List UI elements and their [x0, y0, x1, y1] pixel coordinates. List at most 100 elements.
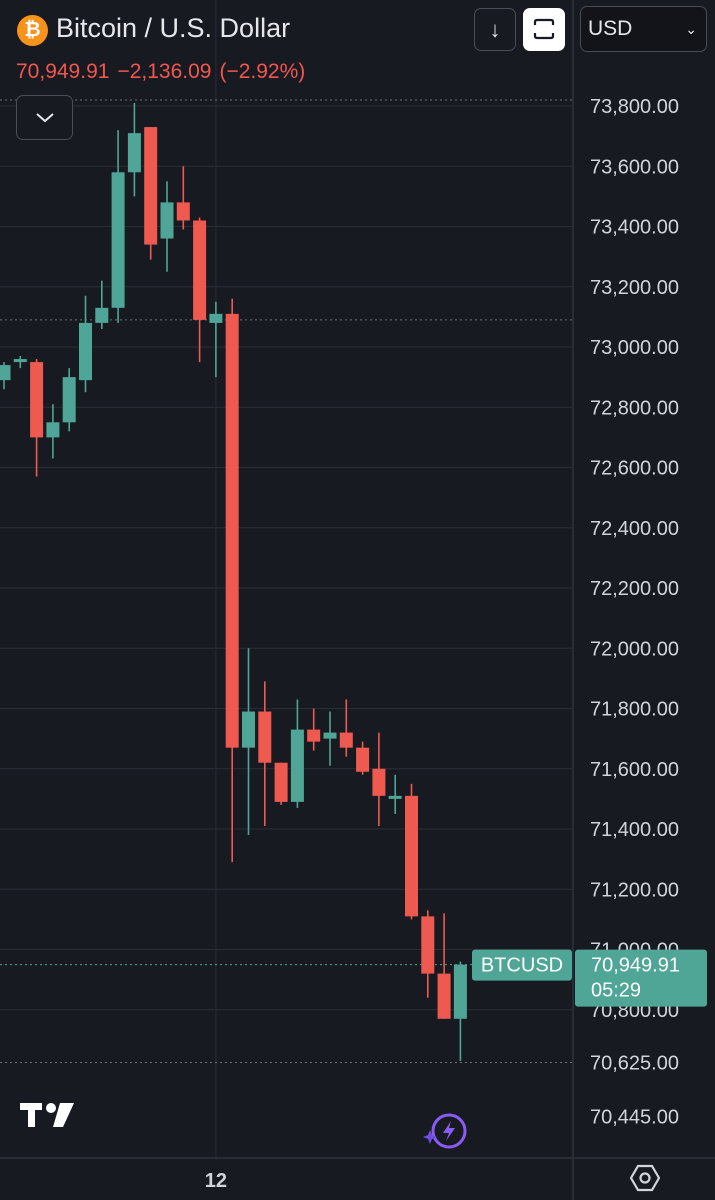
candle: [46, 404, 60, 459]
candle: [30, 359, 44, 477]
candle-body: [13, 359, 27, 363]
symbol-title[interactable]: Bitcoin / U.S. Dollar: [56, 13, 291, 43]
y-tick-label: 73,400.00: [590, 217, 679, 239]
price-tag: [575, 949, 707, 1007]
candle-body: [193, 220, 207, 320]
candle-body: [62, 377, 76, 423]
candle: [388, 774, 402, 814]
candle: [225, 298, 239, 863]
candle: [176, 166, 190, 230]
download-button[interactable]: ↓: [474, 8, 516, 51]
candle-body: [127, 133, 141, 173]
y-tick-label: 73,800.00: [590, 96, 679, 118]
dotted-level-lines: [0, 99, 572, 1063]
candle-body: [111, 172, 125, 308]
candle-body: [453, 964, 467, 1019]
y-tick-label: 70,625.00: [590, 1052, 679, 1074]
fullscreen-icon: [533, 18, 555, 40]
y-tick-label: 72,600.00: [590, 458, 679, 480]
x-tick-label: 12: [205, 1170, 227, 1192]
candle: [209, 301, 223, 378]
y-tick-label: 72,800.00: [590, 397, 679, 419]
candle-body: [388, 795, 402, 799]
chevron-down-icon: [36, 113, 54, 123]
y-tick-label: 72,400.00: [590, 518, 679, 540]
candle-body: [30, 362, 44, 438]
quote-line: 70,949.91 −2,136.09 (−2.92%): [16, 60, 313, 84]
chart-header: ₿ Bitcoin / U.S. Dollar 70,949.91 −2,136.…: [0, 0, 572, 96]
candle: [160, 181, 174, 272]
y-tick-label: 71,600.00: [590, 759, 679, 781]
price-tag-value: 70,949.91: [591, 955, 680, 977]
y-tick-label: 71,400.00: [590, 819, 679, 841]
candle-body: [160, 202, 174, 239]
price-change-percent: (−2.92%): [219, 60, 306, 83]
candle: [323, 711, 337, 766]
y-tick-label: 72,200.00: [590, 578, 679, 600]
candle: [144, 127, 158, 260]
candle: [193, 217, 207, 363]
chevron-down-icon: ⌄: [685, 21, 697, 37]
currency-value: USD: [588, 17, 633, 40]
candle-body: [307, 729, 321, 742]
tradingview-logo[interactable]: [20, 1100, 76, 1130]
candle-body: [290, 729, 304, 802]
candle-body: [405, 795, 418, 917]
candle: [95, 280, 109, 329]
candle: [0, 362, 11, 390]
price-change: −2,136.09: [117, 60, 212, 83]
candle-body: [209, 313, 223, 323]
candle-body: [242, 711, 255, 748]
currency-select[interactable]: USD ⌄: [580, 6, 707, 52]
candle: [405, 783, 418, 920]
candle: [290, 699, 304, 808]
candle: [111, 130, 125, 323]
y-tick-label: 71,800.00: [590, 699, 679, 721]
candle: [127, 102, 141, 197]
time-axis: 12: [205, 1170, 227, 1192]
y-tick-label: 70,445.00: [590, 1107, 679, 1129]
y-tick-label: 73,200.00: [590, 277, 679, 299]
candle-body: [437, 973, 451, 1019]
candle-body: [46, 422, 60, 438]
candle: [13, 356, 27, 369]
candle-body: [176, 202, 190, 221]
candle-body: [274, 762, 288, 802]
candle: [242, 648, 255, 836]
symbol-tag: [472, 949, 572, 981]
collapse-legend-button[interactable]: [16, 95, 73, 140]
fullscreen-button[interactable]: [523, 8, 565, 51]
y-tick-label: 71,200.00: [590, 879, 679, 901]
candle: [421, 910, 435, 998]
candle: [356, 741, 370, 775]
y-tick-label: 72,000.00: [590, 638, 679, 660]
candle: [274, 762, 288, 805]
candle: [79, 295, 92, 393]
candle: [258, 681, 272, 826]
candle-body: [323, 732, 337, 739]
candle: [437, 913, 451, 1019]
candle: [453, 961, 467, 1061]
last-price: 70,949.91: [16, 60, 110, 83]
arrow-down-icon: ↓: [489, 17, 501, 42]
candle-body: [0, 365, 11, 381]
candle-body: [225, 313, 239, 748]
candle-body: [258, 711, 272, 763]
candle: [372, 732, 386, 826]
candle-body: [421, 916, 435, 974]
candle-body: [339, 732, 353, 748]
y-tick-label: 73,000.00: [590, 337, 679, 359]
price-axis: 73,800.00 73,600.00 73,400.00 73,200.00 73,0…: [472, 96, 707, 1129]
y-tick-label: 73,600.00: [590, 156, 679, 178]
candle-body: [144, 127, 158, 245]
bolt-icon[interactable]: [420, 1110, 470, 1150]
candle: [62, 368, 76, 432]
settings-hexagon-icon[interactable]: [630, 1163, 660, 1193]
symbol-tag-label: BTCUSD: [481, 955, 563, 977]
price-tag-countdown: 05:29: [591, 980, 641, 1002]
bitcoin-icon: ₿: [17, 15, 48, 46]
candle: [307, 708, 321, 751]
candlestick-series: [0, 102, 467, 1061]
